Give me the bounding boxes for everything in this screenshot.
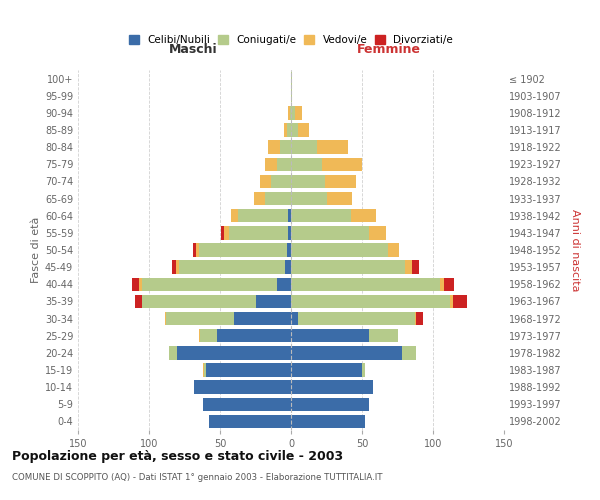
Bar [326,192,352,205]
Bar [217,329,291,342]
Bar [284,124,287,136]
Bar [172,260,176,274]
Bar [291,72,292,86]
Bar [142,294,256,308]
Bar [369,226,386,239]
Bar [290,106,291,120]
Bar [256,294,291,308]
Legend: Celibi/Nubili, Coniugati/e, Vedovi/e, Divorziati/e: Celibi/Nubili, Coniugati/e, Vedovi/e, Di… [126,32,456,48]
Bar [291,414,365,428]
Bar [288,209,291,222]
Bar [291,140,317,154]
Y-axis label: Fasce di età: Fasce di età [31,217,41,283]
Bar [288,106,290,120]
Bar [229,226,288,239]
Bar [291,278,440,291]
Bar [369,329,398,342]
Bar [135,294,142,308]
Bar [291,294,450,308]
Bar [388,244,399,256]
Bar [295,106,302,120]
Bar [164,312,166,326]
Bar [166,312,234,326]
Bar [132,278,139,291]
Bar [169,346,178,360]
Bar [234,312,291,326]
Bar [291,312,298,326]
Bar [317,140,348,154]
Bar [200,329,217,342]
Bar [199,329,200,342]
Bar [203,398,291,411]
Bar [288,226,291,239]
Bar [362,364,365,376]
Bar [286,260,291,274]
Bar [291,398,369,411]
Bar [196,244,199,256]
Bar [291,106,295,120]
Y-axis label: Anni di nascita: Anni di nascita [570,209,580,291]
Bar [325,174,356,188]
Bar [298,124,310,136]
Bar [440,278,445,291]
Bar [291,124,298,136]
Bar [402,346,416,360]
Text: Maschi: Maschi [169,42,217,56]
Bar [139,278,142,291]
Bar [445,278,454,291]
Bar [268,140,280,154]
Bar [209,414,291,428]
Bar [416,312,423,326]
Bar [142,278,277,291]
Bar [277,278,291,291]
Bar [291,346,402,360]
Bar [271,174,291,188]
Bar [453,294,467,308]
Bar [412,260,419,274]
Text: Popolazione per età, sesso e stato civile - 2003: Popolazione per età, sesso e stato civil… [12,450,343,463]
Bar [291,329,369,342]
Text: COMUNE DI SCOPPITO (AQ) - Dati ISTAT 1° gennaio 2003 - Elaborazione TUTTITALIA.I: COMUNE DI SCOPPITO (AQ) - Dati ISTAT 1° … [12,472,383,482]
Bar [265,158,277,171]
Bar [194,380,291,394]
Bar [291,89,292,102]
Bar [232,209,238,222]
Bar [205,364,206,376]
Bar [193,244,196,256]
Bar [404,260,412,274]
Bar [277,158,291,171]
Bar [199,244,287,256]
Bar [221,226,224,239]
Bar [176,260,179,274]
Bar [291,174,325,188]
Bar [291,380,373,394]
Bar [287,244,291,256]
Bar [415,312,416,326]
Bar [291,209,350,222]
Bar [291,364,362,376]
Bar [203,364,205,376]
Bar [291,260,404,274]
Text: Femmine: Femmine [357,42,421,56]
Bar [254,192,265,205]
Bar [291,226,369,239]
Bar [265,192,291,205]
Bar [178,346,291,360]
Bar [206,364,291,376]
Bar [291,192,326,205]
Bar [260,174,271,188]
Bar [291,244,388,256]
Bar [298,312,415,326]
Bar [322,158,362,171]
Bar [287,124,291,136]
Bar [450,294,453,308]
Bar [350,209,376,222]
Bar [238,209,288,222]
Bar [179,260,286,274]
Bar [280,140,291,154]
Bar [291,158,322,171]
Bar [224,226,229,239]
